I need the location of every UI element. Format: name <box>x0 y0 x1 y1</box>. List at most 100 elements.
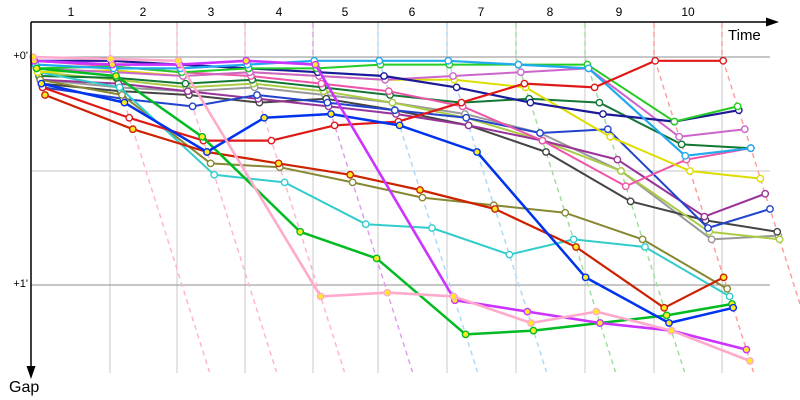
data-point <box>444 56 453 65</box>
data-point <box>183 87 192 96</box>
data-point <box>280 178 289 187</box>
data-point <box>390 106 399 115</box>
y-tick-one: +1' <box>13 278 28 290</box>
x-tick-6: 6 <box>408 5 416 19</box>
data-point <box>603 125 612 134</box>
data-point <box>638 235 647 244</box>
x-tick-2: 2 <box>139 5 147 19</box>
data-point <box>733 102 742 111</box>
series-rider-blue <box>37 79 738 327</box>
data-point <box>756 174 765 183</box>
data-point <box>416 186 424 194</box>
data-point <box>296 227 305 236</box>
data-point <box>461 330 470 339</box>
data-point <box>729 303 738 312</box>
data-point <box>529 326 538 335</box>
data-point <box>675 132 684 141</box>
data-point <box>761 189 770 198</box>
data-point <box>595 98 604 107</box>
x-tick-7: 7 <box>477 5 485 19</box>
data-point <box>311 60 320 69</box>
data-point <box>596 319 604 327</box>
data-point <box>348 178 357 187</box>
checkpoint-isochrone-lines <box>109 23 800 373</box>
data-point <box>274 159 283 168</box>
data-point <box>773 227 782 236</box>
x-tick-8: 8 <box>546 5 554 19</box>
data-point <box>188 102 197 111</box>
data-point <box>613 155 622 164</box>
data-point <box>380 72 388 80</box>
data-point <box>491 205 499 213</box>
data-point <box>327 110 335 118</box>
x-tick-5: 5 <box>341 5 349 19</box>
data-point <box>746 144 755 153</box>
x-tick-4: 4 <box>275 5 283 19</box>
data-point <box>665 319 673 327</box>
data-point <box>599 110 607 118</box>
data-point <box>316 292 325 301</box>
data-point <box>592 307 601 316</box>
data-point <box>723 284 732 293</box>
data-point <box>253 91 261 99</box>
data-point <box>203 148 211 156</box>
data-point <box>330 121 339 130</box>
data-point <box>775 235 784 244</box>
data-point <box>317 79 326 88</box>
data-point <box>128 125 137 134</box>
series-rider-green <box>32 64 736 339</box>
data-point <box>174 56 183 65</box>
data-point <box>686 167 694 175</box>
data-point <box>388 98 397 107</box>
data-point <box>538 136 547 145</box>
data-point <box>660 303 669 312</box>
data-point <box>526 98 535 107</box>
data-point <box>428 224 436 232</box>
data-point <box>120 98 129 107</box>
data-point <box>704 224 712 232</box>
data-point <box>125 113 134 122</box>
time-axis-arrow-icon <box>766 17 779 27</box>
data-point <box>41 91 49 99</box>
data-point <box>206 159 215 168</box>
data-point <box>590 83 599 92</box>
x-tick-10: 10 <box>681 5 695 19</box>
data-point <box>581 273 590 282</box>
data-point <box>542 148 550 156</box>
data-point <box>520 79 529 88</box>
data-point <box>766 205 774 213</box>
data-point <box>375 56 384 65</box>
data-point <box>267 136 276 145</box>
data-point <box>118 91 126 99</box>
data-point <box>677 140 686 149</box>
data-point <box>464 121 473 130</box>
data-point <box>395 121 404 130</box>
data-point <box>473 148 481 156</box>
data-point <box>115 83 124 92</box>
data-point <box>670 117 679 126</box>
data-point <box>584 64 593 73</box>
data-point <box>700 212 709 221</box>
y-tick-zero: +0' <box>13 50 28 62</box>
data-point <box>617 167 625 175</box>
x-axis-title: Time <box>728 27 761 44</box>
data-point <box>361 220 370 229</box>
data-point <box>384 87 393 96</box>
series-rider-royal-blue <box>38 83 774 232</box>
data-point <box>323 98 332 107</box>
data-point <box>260 113 269 122</box>
data-point <box>667 326 676 335</box>
data-point <box>198 132 207 141</box>
data-point <box>505 250 514 259</box>
data-point <box>606 132 615 141</box>
data-point <box>742 345 751 354</box>
data-point <box>740 125 749 134</box>
x-tick-9: 9 <box>615 5 623 19</box>
data-point <box>516 68 525 77</box>
data-point <box>418 193 427 202</box>
data-point <box>210 170 219 179</box>
y-axis-title: Gap <box>9 379 40 396</box>
data-point <box>37 79 46 88</box>
data-point <box>514 60 523 69</box>
